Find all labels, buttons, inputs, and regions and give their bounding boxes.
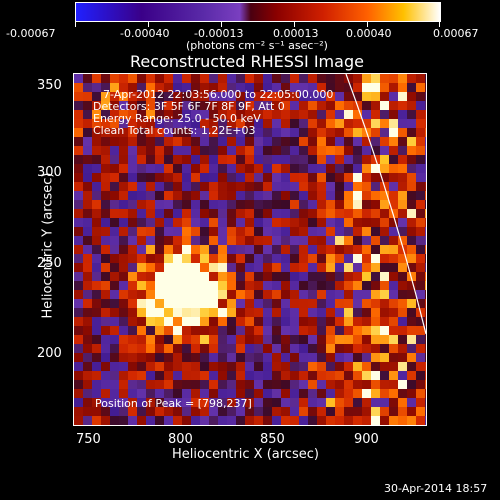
colorbar-units-label: (photons cm⁻² s⁻¹ asec⁻²) xyxy=(186,39,328,52)
x-axis-label: Heliocentric X (arcsec) xyxy=(172,447,319,462)
y-tick-label: 350 xyxy=(37,78,62,93)
y-tick-label: 300 xyxy=(37,165,62,180)
colorbar-tick-label: 0.00067 xyxy=(433,27,479,40)
colorbar-tick-label: 0.00013 xyxy=(273,27,319,40)
detectors-label: Detectors: 3F 5F 6F 7F 8F 9F, Att 0 xyxy=(93,100,285,113)
heatmap-cells xyxy=(74,74,426,425)
page-title: Reconstructed RHESSI Image xyxy=(130,52,364,71)
heatmap-canvas xyxy=(74,74,426,425)
colorbar-tick-label: -0.00040 xyxy=(120,27,170,40)
y-tick-label: 200 xyxy=(37,346,62,361)
solar-limb-line xyxy=(345,74,426,335)
x-tick-label: 850 xyxy=(260,432,285,447)
x-tick-label: 800 xyxy=(168,432,193,447)
x-tick-label: 750 xyxy=(76,432,101,447)
energy-range-label: Energy Range: 25.0 - 50.0 keV xyxy=(93,112,261,125)
y-tick-label: 250 xyxy=(37,256,62,271)
method-counts-label: Clean Total counts: 1.22E+03 xyxy=(93,124,256,137)
peak-position-label: Position of Peak = [798,237] xyxy=(95,397,252,410)
reconstructed-image xyxy=(73,73,427,426)
colorbar-tick-label: 0.00040 xyxy=(346,27,392,40)
colorbar-tick-label: -0.00067 xyxy=(6,27,56,40)
y-axis-label: Heliocentric Y (arcsec) xyxy=(40,172,56,319)
colorbar xyxy=(75,2,441,22)
colorbar-tick-label: -0.00013 xyxy=(194,27,244,40)
time-range-label: 7-Apr-2012 22:03:56.000 to 22:05:00.000 xyxy=(103,88,334,101)
footer-date: 30-Apr-2014 18:57 xyxy=(384,482,488,495)
x-tick-label: 900 xyxy=(354,432,379,447)
